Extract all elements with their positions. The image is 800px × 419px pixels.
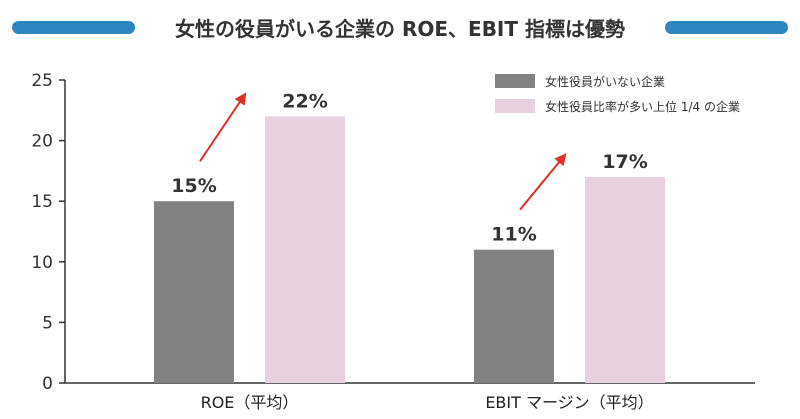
legend-swatch	[495, 74, 535, 88]
legend-swatch	[495, 99, 535, 113]
increase-arrow	[199, 92, 247, 162]
data-label: 17%	[602, 151, 647, 173]
category-label: EBIT マージン（平均）	[485, 393, 653, 412]
y-tick-label: 15	[31, 192, 53, 212]
legend-label: 女性役員がいない企業	[545, 74, 665, 89]
y-tick-label: 10	[31, 253, 53, 273]
y-tick-label: 0	[42, 374, 53, 394]
legend-label: 女性役員比率が多い上位 1/4 の企業	[545, 99, 740, 114]
y-tick-label: 25	[31, 71, 53, 91]
decorative-bar-left	[12, 21, 135, 34]
category-label: ROE（平均）	[201, 393, 299, 412]
chart-title: 女性の役員がいる企業の ROE、EBIT 指標は優勢	[175, 17, 625, 41]
y-tick-label: 20	[31, 132, 53, 152]
decorative-bar-right	[665, 21, 788, 34]
bar-no-women-1	[474, 249, 554, 383]
bar-top-quartile-0	[265, 116, 345, 384]
y-tick-label: 5	[42, 313, 53, 333]
data-label: 15%	[171, 175, 216, 197]
bar-no-women-0	[154, 201, 234, 383]
data-label: 22%	[282, 90, 327, 112]
increase-arrow	[519, 153, 567, 211]
data-label: 11%	[491, 224, 536, 246]
bar-top-quartile-1	[585, 176, 665, 383]
